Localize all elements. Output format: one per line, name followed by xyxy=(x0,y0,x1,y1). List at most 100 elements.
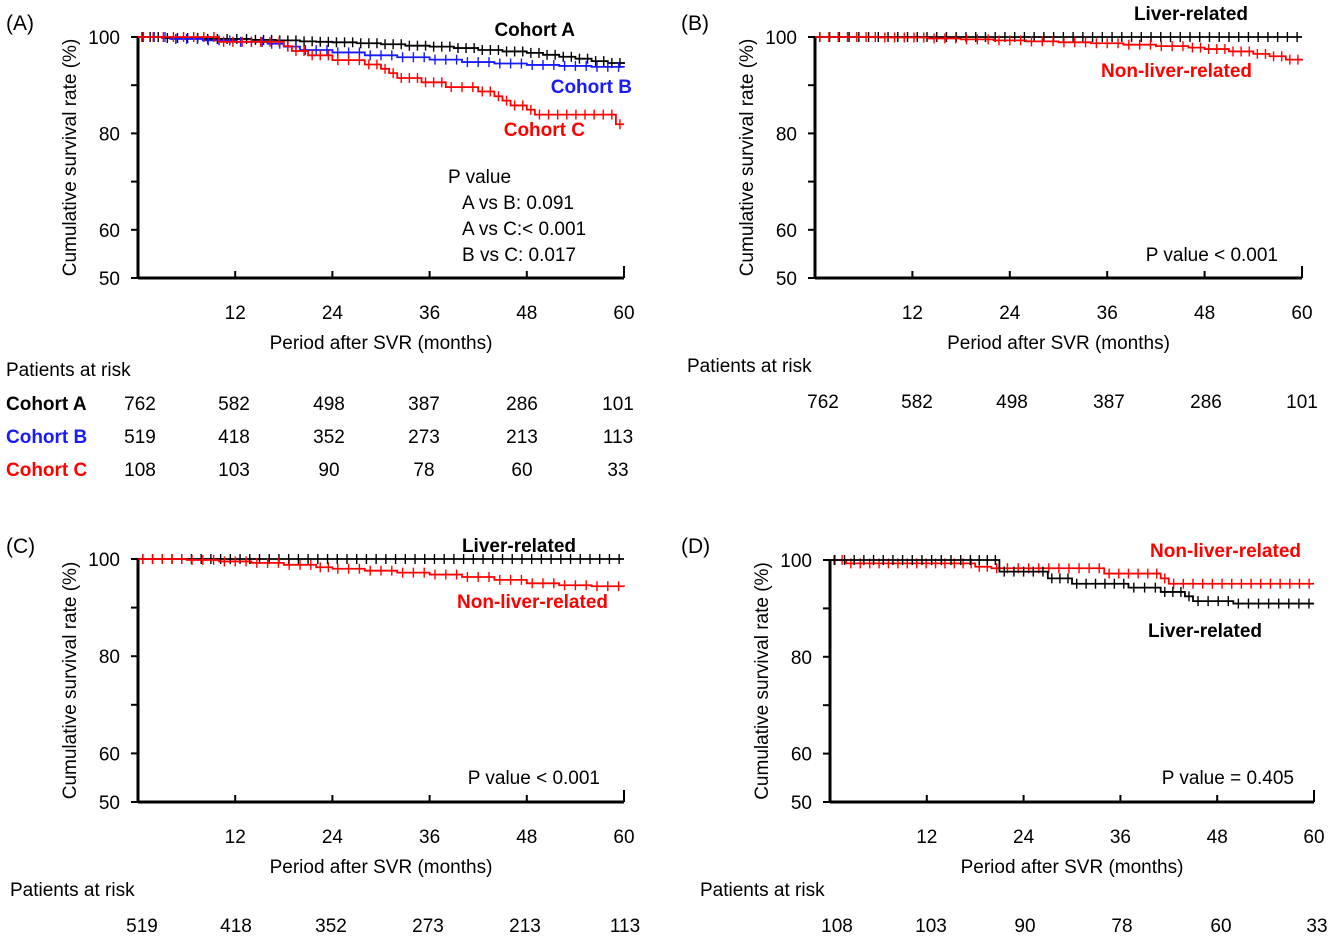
x-tick-label: 24 xyxy=(999,303,1021,324)
y-tick-label: 100 xyxy=(765,28,797,49)
y-tick-label: 60 xyxy=(776,221,797,242)
p-value-annotation: A vs B: 0.091 xyxy=(462,193,574,214)
y-tick-label: 100 xyxy=(780,551,812,572)
x-axis-label: Period after SVR (months) xyxy=(947,333,1170,354)
risk-table-value: 762 xyxy=(807,392,839,413)
x-tick-label: 60 xyxy=(613,303,634,324)
risk-table-value: 286 xyxy=(506,394,538,415)
risk-table-value: 762 xyxy=(124,394,156,415)
risk-table-value: 213 xyxy=(509,916,541,937)
risk-table-value: 113 xyxy=(603,427,633,448)
risk-table-value: 90 xyxy=(318,460,339,481)
risk-table-row-label: Cohort C xyxy=(6,460,88,481)
series-label: Cohort B xyxy=(551,77,632,98)
series-line xyxy=(830,559,1314,605)
risk-table-value: 113 xyxy=(610,916,640,937)
risk-table-value: 387 xyxy=(1093,392,1125,413)
series-line xyxy=(138,558,625,588)
risk-table-header: Patients at risk xyxy=(10,880,135,901)
risk-table-value: 33 xyxy=(1306,916,1327,937)
y-tick-label: 80 xyxy=(99,124,120,145)
risk-table-value: 108 xyxy=(821,916,853,937)
series-label: Non-liver-related xyxy=(1150,541,1301,562)
series-label: Liver-related xyxy=(1148,621,1262,642)
series-label: Non-liver-related xyxy=(457,592,608,613)
p-value-annotation: P value < 0.001 xyxy=(1146,245,1278,266)
risk-table-row-label: Cohort B xyxy=(6,427,87,448)
panel-label: (C) xyxy=(6,535,35,558)
y-tick-label: 80 xyxy=(791,648,812,669)
risk-table-value: 103 xyxy=(218,460,250,481)
y-tick-label: 80 xyxy=(99,647,120,668)
risk-table-value: 101 xyxy=(602,394,634,415)
x-tick-label: 48 xyxy=(1194,303,1215,324)
y-tick-label: 60 xyxy=(791,745,812,766)
p-value-annotation: P value = 0.405 xyxy=(1162,768,1294,789)
x-tick-label: 48 xyxy=(516,303,537,324)
risk-table-value: 582 xyxy=(218,394,250,415)
x-tick-label: 24 xyxy=(322,827,344,848)
risk-table-value: 33 xyxy=(607,460,628,481)
risk-table-value: 418 xyxy=(218,427,250,448)
risk-table-value: 101 xyxy=(1286,392,1318,413)
y-tick-label: 100 xyxy=(88,550,120,571)
x-tick-label: 24 xyxy=(322,303,344,324)
series-label: Cohort C xyxy=(504,120,586,141)
x-tick-label: 60 xyxy=(1291,303,1312,324)
panel-label: (D) xyxy=(681,535,710,558)
series-line xyxy=(138,36,625,68)
x-tick-label: 60 xyxy=(613,827,634,848)
p-value-annotation: B vs C: 0.017 xyxy=(462,245,576,266)
x-tick-label: 48 xyxy=(1207,827,1228,848)
risk-table-value: 273 xyxy=(412,916,444,937)
x-tick-label: 12 xyxy=(916,827,937,848)
y-tick-label: 60 xyxy=(99,744,120,765)
risk-table-value: 519 xyxy=(124,427,156,448)
risk-table-value: 78 xyxy=(413,460,434,481)
y-tick-label: 50 xyxy=(776,269,797,290)
risk-table-value: 286 xyxy=(1190,392,1222,413)
p-value-annotation: P value xyxy=(448,167,511,188)
risk-table-header: Patients at risk xyxy=(6,360,131,381)
series-label: Cohort A xyxy=(494,20,575,41)
risk-table-value: 90 xyxy=(1014,916,1035,937)
x-tick-label: 36 xyxy=(419,303,440,324)
x-tick-label: 36 xyxy=(1097,303,1118,324)
panel-c: (C) 50 60 80 100 12 24 36 48 60 Period after SVR (… xyxy=(6,535,640,937)
risk-table-value: 60 xyxy=(1210,916,1231,937)
risk-table-value: 387 xyxy=(408,394,440,415)
x-tick-label: 12 xyxy=(902,303,923,324)
risk-table-value: 213 xyxy=(506,427,538,448)
panel-b: (B) 50 60 80 100 12 24 36 48 60 Period after SVR (… xyxy=(681,4,1318,413)
risk-table-row-label: Cohort A xyxy=(6,394,87,415)
risk-table-value: 60 xyxy=(511,460,532,481)
y-tick-label: 50 xyxy=(99,793,120,814)
panel-label: (A) xyxy=(6,12,34,35)
risk-table-value: 418 xyxy=(220,916,252,937)
risk-table-header: Patients at risk xyxy=(700,880,825,901)
series-label: Non-liver-related xyxy=(1101,61,1252,82)
x-tick-label: 36 xyxy=(1110,827,1131,848)
y-axis-label: Cumulative survival rate (%) xyxy=(737,39,758,277)
series-line xyxy=(815,36,1303,61)
risk-table-value: 78 xyxy=(1111,916,1132,937)
panel-label: (B) xyxy=(681,12,709,35)
risk-table-header: Patients at risk xyxy=(687,356,812,377)
y-axis-label: Cumulative survival rate (%) xyxy=(60,39,81,277)
risk-table-value: 352 xyxy=(313,427,345,448)
x-axis-label: Period after SVR (months) xyxy=(270,333,493,354)
series-line xyxy=(138,36,625,64)
panel-a: (A) 50 60 80 100 12 24 36 48 60 Period after SVR (… xyxy=(6,12,635,481)
x-tick-label: 24 xyxy=(1013,827,1035,848)
y-tick-label: 50 xyxy=(791,793,812,814)
p-value-annotation: P value < 0.001 xyxy=(468,768,600,789)
x-tick-label: 60 xyxy=(1303,827,1324,848)
series-label: Liver-related xyxy=(1134,4,1248,25)
y-tick-label: 100 xyxy=(88,28,120,49)
y-tick-label: 50 xyxy=(99,269,120,290)
x-tick-label: 12 xyxy=(225,303,246,324)
p-value-annotation: A vs C:< 0.001 xyxy=(462,219,586,240)
panel-d: (D) 50 60 80 100 12 24 36 48 60 Period after SVR (… xyxy=(681,535,1328,937)
series-label: Liver-related xyxy=(462,536,576,557)
x-axis-label: Period after SVR (months) xyxy=(961,857,1184,878)
